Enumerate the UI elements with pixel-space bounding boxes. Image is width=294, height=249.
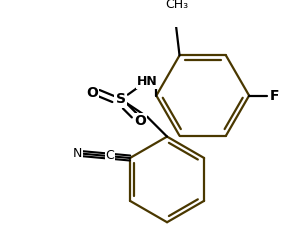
Text: N: N (73, 147, 82, 160)
Text: CH₃: CH₃ (165, 0, 188, 11)
Text: F: F (269, 89, 279, 103)
Text: S: S (116, 92, 126, 106)
Text: O: O (134, 115, 146, 128)
Text: HN: HN (137, 75, 158, 88)
Text: C: C (106, 149, 114, 162)
Text: O: O (86, 86, 98, 100)
